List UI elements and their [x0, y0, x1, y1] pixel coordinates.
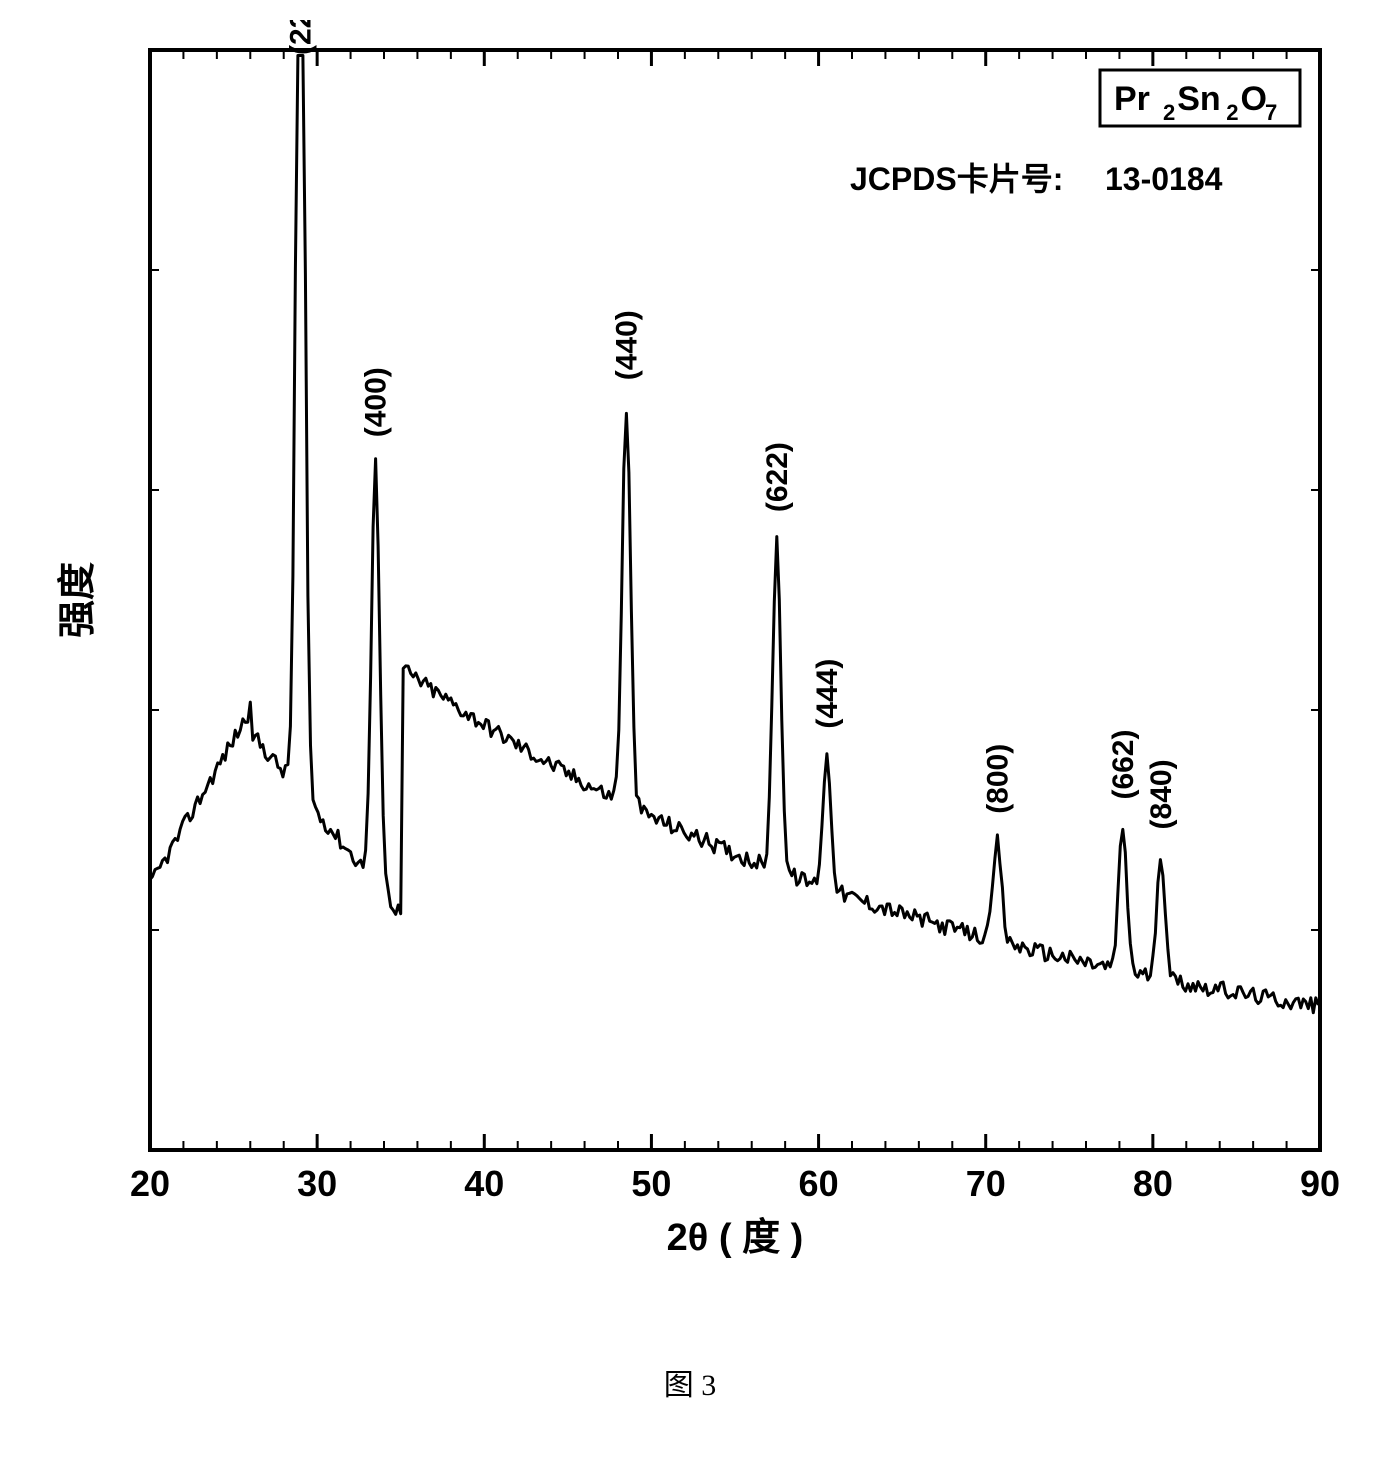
peak-label: (800)	[981, 744, 1014, 814]
chart-svg: 20 30 40 50 60 70 80 90 2θ ( 度 ) 强度 (222) (400) (440…	[20, 20, 1360, 1320]
formula-part: 2	[1226, 100, 1238, 125]
y-axis-label: 强度	[57, 562, 99, 638]
formula-part: 7	[1265, 100, 1277, 125]
peak-label: (440)	[610, 310, 643, 380]
peak-label: (662)	[1107, 730, 1140, 800]
xtick-label: 50	[631, 1163, 671, 1204]
xrd-curve	[150, 56, 1318, 1013]
xtick-label: 20	[130, 1163, 170, 1204]
plot-frame	[150, 50, 1320, 1150]
xtick-label: 40	[464, 1163, 504, 1204]
peak-label: (444)	[811, 659, 844, 729]
xtick-label: 80	[1133, 1163, 1173, 1204]
xtick-label: 60	[799, 1163, 839, 1204]
formula-part: 2	[1163, 100, 1175, 125]
figure-caption: 图 3	[664, 1360, 717, 1404]
peak-label: (622)	[761, 442, 794, 512]
xrd-chart: 20 30 40 50 60 70 80 90 2θ ( 度 ) 强度 (222) (400) (440…	[20, 20, 1360, 1320]
jcpds-value: 13-0184	[1105, 161, 1223, 197]
xtick-label: 30	[297, 1163, 337, 1204]
formula-part: Sn	[1177, 80, 1220, 118]
peak-label: (400)	[360, 367, 393, 437]
peak-label: (222)	[284, 20, 317, 55]
x-axis-label: 2θ ( 度 )	[667, 1217, 804, 1259]
formula-part: Pr	[1114, 80, 1150, 118]
xtick-label: 90	[1300, 1163, 1340, 1204]
jcpds-label: JCPDS卡片号:	[850, 161, 1063, 197]
xtick-label: 70	[966, 1163, 1006, 1204]
peak-label: (840)	[1145, 759, 1178, 829]
formula-part: O	[1240, 80, 1266, 118]
